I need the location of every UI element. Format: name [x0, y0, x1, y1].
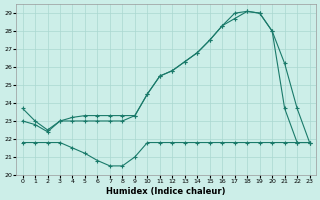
- X-axis label: Humidex (Indice chaleur): Humidex (Indice chaleur): [106, 187, 226, 196]
